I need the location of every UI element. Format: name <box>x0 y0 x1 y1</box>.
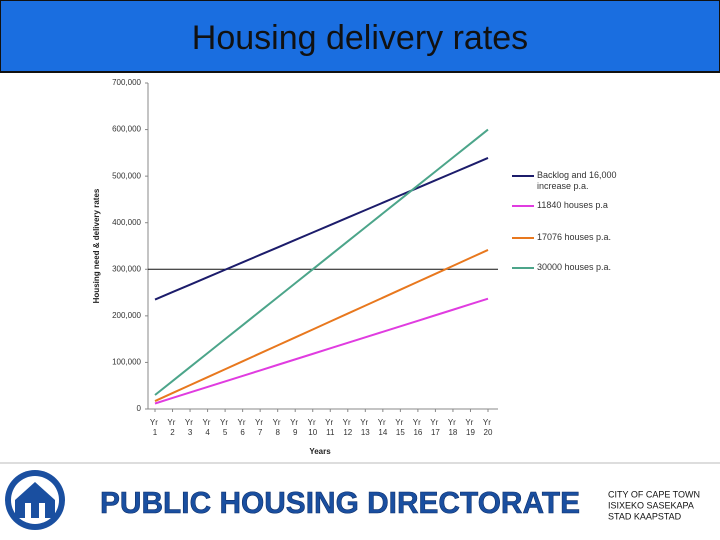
x-tick-label: Yr 8 <box>273 418 283 437</box>
legend-swatch <box>512 205 534 207</box>
y-tick-label: 500,000 <box>112 171 141 180</box>
x-tick-label: Yr 9 <box>290 418 300 437</box>
y-axis-title: Housing need & delivery rates <box>92 188 101 303</box>
x-tick-label: Yr 2 <box>167 418 177 437</box>
x-tick-label: Yr 18 <box>448 418 458 437</box>
y-tick-label: 100,000 <box>112 358 141 367</box>
logo <box>5 470 65 530</box>
directorate: PUBLIC HOUSING DIRECTORATE <box>100 485 580 520</box>
x-tick-label: Yr 10 <box>308 418 318 437</box>
y-tick-label: 600,000 <box>112 125 141 134</box>
legend-swatch <box>512 237 534 239</box>
x-tick-label: Yr 5 <box>220 418 230 437</box>
x-tick-label: Yr 3 <box>185 418 195 437</box>
series-line <box>154 157 489 301</box>
x-tick-label: Yr 13 <box>360 418 370 437</box>
x-tick-label: Yr 19 <box>465 418 475 437</box>
x-tick-label: Yr 12 <box>343 418 353 437</box>
x-tick-label: Yr 16 <box>413 418 423 437</box>
legend-swatch <box>512 267 534 269</box>
x-tick-label: Yr 6 <box>238 418 248 437</box>
series-line <box>154 249 489 402</box>
x-axis-title: Years <box>309 447 331 456</box>
y-tick-label: 400,000 <box>112 218 141 227</box>
y-tick-label: 200,000 <box>112 311 141 320</box>
series-line <box>154 128 489 396</box>
x-tick-label: Yr 17 <box>430 418 440 437</box>
legend-item: Backlog and 16,000 increase p.a. <box>512 170 637 192</box>
x-tick-label: Yr 1 <box>150 418 160 437</box>
legend-label: Backlog and 16,000 increase p.a. <box>537 170 617 191</box>
y-tick-label: 0 <box>137 404 142 413</box>
x-tick-label: Yr 7 <box>255 418 265 437</box>
y-tick-label: 300,000 <box>112 264 141 273</box>
legend-item: 17076 houses p.a. <box>512 232 637 243</box>
legend-label: 17076 houses p.a. <box>537 232 612 242</box>
x-tick-label: Yr 11 <box>325 418 335 437</box>
title-bar-border <box>0 0 720 73</box>
series-line <box>154 297 489 405</box>
slide-title: Housing delivery rates <box>192 19 528 57</box>
x-tick-label: Yr 14 <box>378 418 388 437</box>
title-bar <box>0 0 720 72</box>
legend-swatch <box>512 175 534 177</box>
legend-item: 11840 houses p.a <box>512 200 637 211</box>
x-tick-label: Yr 20 <box>483 418 493 437</box>
legend-item: 30000 houses p.a. <box>512 262 637 273</box>
y-tick-label: 700,000 <box>112 78 141 87</box>
x-tick-label: Yr 4 <box>202 418 212 437</box>
legend-label: 30000 houses p.a. <box>537 262 612 272</box>
legend-label: 11840 houses p.a <box>537 200 608 210</box>
city-name: CITY OF CAPE TOWN <box>608 489 700 499</box>
city-name: ISIXEKO SASEKAPA <box>608 500 694 510</box>
x-tick-label: Yr 15 <box>395 418 405 437</box>
city-name: STAD KAAPSTAD <box>608 511 682 521</box>
